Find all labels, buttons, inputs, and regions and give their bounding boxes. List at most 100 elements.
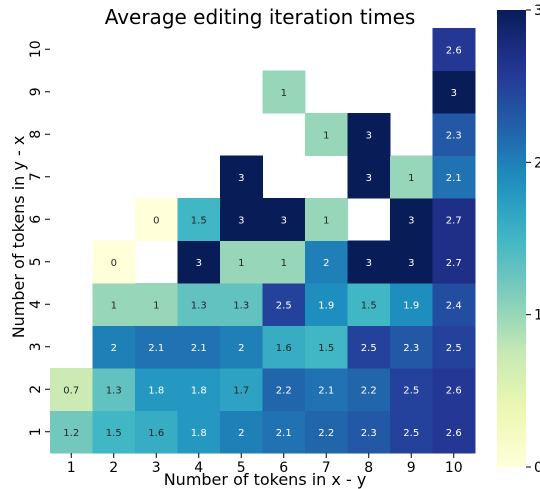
heatmap-cell — [347, 410, 391, 454]
heatmap-cell-label: 1.8 — [191, 428, 207, 439]
heatmap-cell — [432, 410, 476, 454]
heatmap-cell-label: 2.1 — [148, 343, 164, 354]
heatmap-cell-label: 0.7 — [63, 385, 79, 396]
heatmap-cell-label: 2.1 — [446, 173, 462, 184]
heatmap-cell-label: 2.2 — [318, 428, 334, 439]
heatmap-cell-label: 1 — [111, 300, 117, 311]
chart-title: Average editing iteration times — [105, 5, 416, 29]
heatmap-cell — [262, 70, 306, 114]
x-axis-label: Number of tokens in x - y — [164, 470, 367, 489]
heatmap-cell — [220, 325, 263, 369]
heatmap-cell-label: 1.8 — [148, 385, 164, 396]
heatmap-cell — [135, 410, 178, 454]
x-tick-label: 6 — [279, 460, 288, 476]
heatmap-cell — [390, 325, 433, 369]
x-tick-label: 3 — [152, 460, 161, 476]
heatmap-cell — [92, 240, 136, 284]
heatmap-cell — [177, 368, 221, 411]
y-axis-ticks: 1 2 3 4 5 6 7 8 9 10 — [28, 40, 50, 436]
heatmap-cell-label: 2.6 — [446, 385, 462, 396]
heatmap-cell — [390, 368, 433, 411]
heatmap-cell-label: 1 — [281, 258, 287, 269]
heatmap-cell-label: 2.3 — [361, 428, 377, 439]
heatmap-cell-label: 1.5 — [191, 215, 207, 226]
heatmap-cell-label: 2.4 — [446, 300, 462, 311]
x-tick-label: 9 — [407, 460, 416, 476]
heatmap-cell-label: 3 — [196, 258, 202, 269]
heatmap-cell — [262, 240, 306, 284]
heatmap-cell — [262, 410, 306, 454]
heatmap-cell-label: 3 — [238, 215, 244, 226]
y-tick-label: 8 — [28, 130, 44, 139]
y-tick-label: 4 — [28, 300, 44, 309]
heatmap-cell-label: 3 — [366, 173, 372, 184]
heatmap-cell — [305, 240, 348, 284]
heatmap-cell — [262, 283, 306, 326]
colorbar-tick-label: 1 — [534, 308, 540, 324]
heatmap-cell — [262, 198, 306, 241]
heatmap-cell-label: 2 — [238, 343, 244, 354]
heatmap-cell — [220, 368, 263, 411]
heatmap-cell-label: 2 — [238, 428, 244, 439]
heatmap-cell-label: 2.1 — [276, 428, 292, 439]
heatmap-cell — [92, 368, 136, 411]
heatmap-cell-label: 3 — [408, 258, 414, 269]
heatmap-cell-label: 2.5 — [446, 343, 462, 354]
heatmap-cell — [390, 198, 433, 241]
x-tick-label: 1 — [67, 460, 76, 476]
heatmap-cell-label: 1 — [323, 130, 329, 141]
heatmap-cell — [262, 325, 306, 369]
heatmap-cell — [135, 283, 178, 326]
heatmap-cell — [220, 240, 263, 284]
heatmap-cell-label: 1.3 — [191, 300, 207, 311]
x-tick-label: 8 — [364, 460, 373, 476]
heatmap-cell-label: 1.9 — [318, 300, 334, 311]
heatmap-cell — [432, 368, 476, 411]
heatmap-cell-label: 1.6 — [276, 343, 292, 354]
heatmap-cell-label: 3 — [408, 215, 414, 226]
y-tick-label: 7 — [28, 172, 44, 181]
y-tick-label: 1 — [28, 427, 44, 436]
x-axis-ticks: 1 2 3 4 5 6 7 8 9 10 — [67, 453, 463, 476]
heatmap-cell — [432, 28, 476, 71]
heatmap-cell — [305, 198, 348, 241]
heatmap-cell-label: 2 — [111, 343, 117, 354]
heatmap-cell — [347, 368, 391, 411]
colorbar-tick-label: 3 — [534, 3, 540, 19]
heatmap-cell — [432, 155, 476, 199]
heatmap-cell — [92, 410, 136, 454]
heatmap-cell-label: 2 — [323, 258, 329, 269]
heatmap-cell-label: 1.5 — [106, 428, 122, 439]
heatmap-cell-label: 2.6 — [446, 45, 462, 56]
y-tick-label: 9 — [28, 87, 44, 96]
heatmap-cell — [262, 368, 306, 411]
heatmap-cell-label: 3 — [238, 173, 244, 184]
heatmap-cell-label: 1.5 — [361, 300, 377, 311]
heatmap-cell — [177, 198, 221, 241]
colorbar-tick-label: 2 — [534, 155, 540, 171]
heatmap-cell — [220, 410, 263, 454]
heatmap-cell-label: 1 — [238, 258, 244, 269]
heatmap-cell-label: 2.7 — [446, 258, 462, 269]
y-tick-label: 5 — [28, 257, 44, 266]
heatmap-cell-label: 0 — [153, 215, 159, 226]
heatmap-cell-label: 1.7 — [233, 385, 249, 396]
heatmap-cell — [305, 325, 348, 369]
heatmap-cell-label: 2.5 — [276, 300, 292, 311]
heatmap-cells: 1.2 1.5 1.6 1.8 2 2.1 2.2 2.3 2.5 2.6 0.7 1.3 1.8 1.8… — [50, 28, 476, 454]
y-tick-label: 10 — [28, 40, 44, 58]
heatmap-cell — [390, 410, 433, 454]
heatmap-cell-label: 1.5 — [318, 343, 334, 354]
heatmap-cell — [177, 325, 221, 369]
heatmap-cell — [432, 283, 476, 326]
heatmap-cell-label: 0 — [111, 258, 117, 269]
heatmap-cell — [50, 410, 93, 454]
heatmap-cell — [347, 325, 391, 369]
x-tick-label: 7 — [322, 460, 331, 476]
colorbar-tick-label: 0 — [534, 460, 540, 476]
heatmap-cell-label: 1.3 — [106, 385, 122, 396]
y-tick-label: 3 — [28, 342, 44, 351]
heatmap-cell-label: 2.5 — [361, 343, 377, 354]
heatmap-cell — [390, 240, 433, 284]
